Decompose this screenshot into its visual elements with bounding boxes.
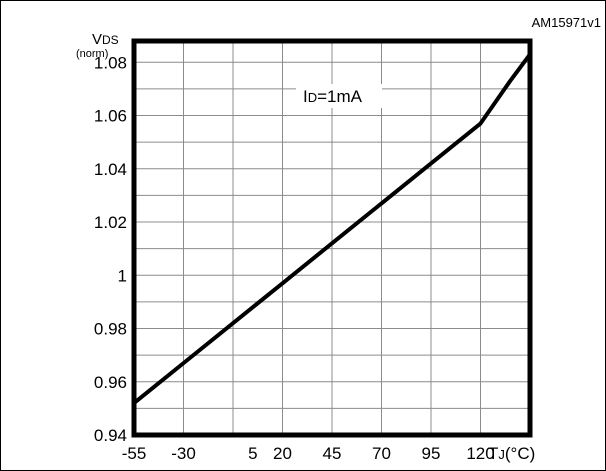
- y-tick-label-7: 1.08: [94, 53, 127, 72]
- y-axis-label: VDS: [92, 31, 119, 48]
- x-tick-label-6: 95: [422, 444, 441, 463]
- y-tick-label-4: 1.02: [94, 213, 127, 232]
- y-tick-label-6: 1.06: [94, 107, 127, 126]
- x-tick-label-7: 120: [466, 444, 494, 463]
- x-tick-label-3: 20: [273, 444, 292, 463]
- x-tick-label-2: 5: [248, 444, 257, 463]
- annotation-label: ID=1mA: [303, 87, 363, 106]
- x-axis-label-main: T: [488, 444, 498, 463]
- annotation-background: [296, 84, 382, 108]
- annotation-subscript: D: [308, 90, 317, 105]
- series-line-0: [132, 53, 532, 405]
- y-tick-label-0: 0.94: [94, 426, 127, 445]
- x-tick-labels: -55 -30 5 20 45 70 95 120: [122, 444, 495, 463]
- y-tick-labels: 0.94 0.96 0.98 1 1.02 1.04 1.06 1.08: [94, 53, 127, 445]
- y-tick-label-5: 1.04: [94, 160, 127, 179]
- series-layer: [132, 53, 532, 405]
- annotation-main: I: [303, 87, 308, 106]
- y-tick-label-2: 0.98: [94, 320, 127, 339]
- y-axis-label-subscript: DS: [102, 33, 119, 47]
- y-axis-unit: (norm): [76, 48, 108, 60]
- y-tick-label-3: 1: [118, 266, 127, 285]
- x-tick-label-5: 70: [372, 444, 391, 463]
- y-axis-label-main: V: [92, 31, 102, 48]
- x-axis-label-subscript: J: [498, 447, 505, 462]
- plot-border: [131, 38, 533, 438]
- x-tick-label-0: -55: [122, 444, 147, 463]
- x-axis-label-unit: (°C): [505, 444, 535, 463]
- x-tick-label-1: -30: [171, 444, 196, 463]
- x-tick-label-4: 45: [323, 444, 342, 463]
- y-tick-label-1: 0.96: [94, 373, 127, 392]
- x-axis-label: TJ(°C): [488, 444, 535, 463]
- figure-code: AM15971v1: [532, 15, 601, 30]
- annotation-value: =1mA: [317, 87, 363, 106]
